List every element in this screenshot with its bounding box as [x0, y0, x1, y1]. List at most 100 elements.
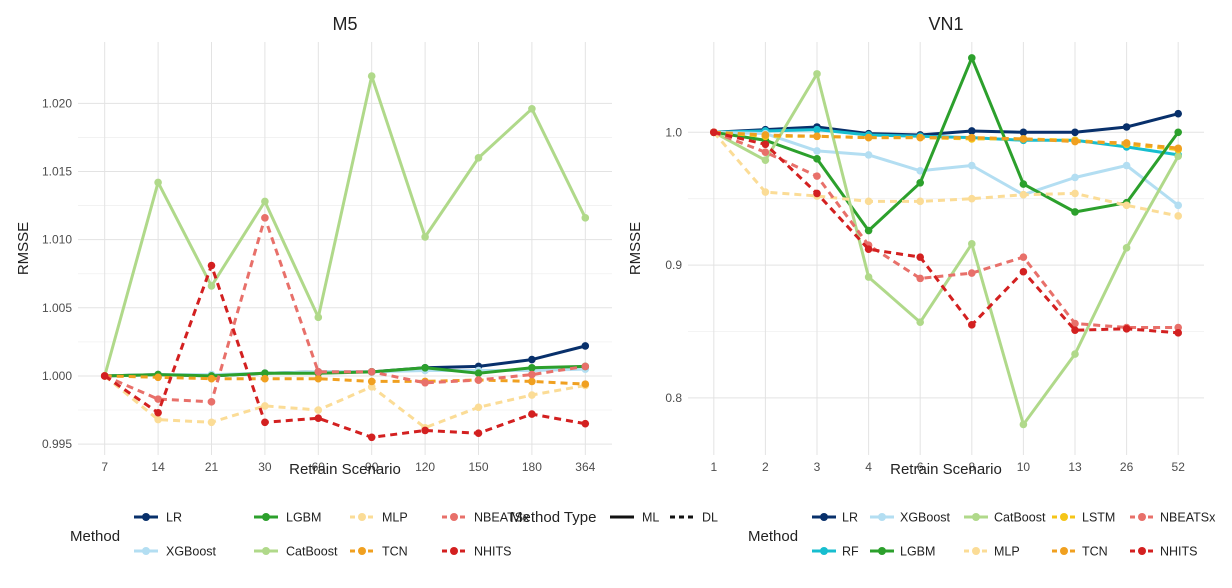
data-point: [1174, 128, 1182, 137]
x-tick-label: 2: [762, 460, 769, 474]
data-point: [1174, 109, 1182, 118]
data-point: [474, 376, 483, 384]
panel-title: VN1: [928, 14, 963, 34]
data-point: [968, 133, 976, 142]
x-tick-label: 30: [258, 460, 272, 474]
legend-label: XGBoost: [166, 545, 217, 559]
data-point: [314, 368, 323, 376]
data-point: [528, 391, 536, 399]
series-line: [713, 130, 1179, 335]
data-point: [581, 342, 590, 350]
data-point: [968, 194, 976, 203]
data-point: [207, 398, 216, 406]
data-point: [1122, 139, 1131, 147]
legend-key-nbeatsx: [1130, 513, 1154, 521]
legend-key-dot: [878, 513, 886, 521]
legend-title: Method: [748, 528, 798, 545]
data-point: [154, 415, 162, 424]
data-point: [813, 125, 821, 134]
data-point: [968, 240, 976, 248]
legend-label: LSTM: [1082, 511, 1115, 525]
data-point: [261, 369, 269, 378]
data-point: [581, 362, 590, 371]
data-point: [100, 372, 109, 380]
panel-m5: 0.995 1.000 1.005 1.010 1.015 1.020 7 14 21 30 60 9…: [15, 14, 612, 478]
data-point: [1071, 173, 1079, 182]
data-point: [864, 273, 873, 281]
legend-type-title: Method Type: [510, 509, 596, 526]
data-point: [1174, 323, 1182, 332]
data-point: [1019, 180, 1028, 188]
data-point: [207, 374, 216, 383]
data-point: [813, 155, 821, 163]
data-point: [710, 128, 718, 137]
legend-m5: Method LR LGBM MLP NBEATSx XGBoost CatBoost TCN…: [70, 509, 718, 559]
legend-label: TCN: [1082, 545, 1108, 559]
data-point: [1122, 123, 1131, 131]
data-point: [864, 151, 873, 159]
legend-label: TCN: [382, 545, 408, 559]
legend-key-dot: [972, 547, 980, 555]
legend-title: Method: [70, 528, 120, 545]
data-point: [761, 188, 770, 196]
y-tick-label: 1.005: [42, 301, 72, 315]
legend-label: MLP: [382, 511, 408, 525]
legend-type-label: ML: [642, 511, 659, 525]
data-point: [154, 408, 162, 417]
data-point: [1174, 201, 1182, 210]
data-point: [1174, 212, 1182, 220]
legend-key-xgboost: [134, 547, 158, 555]
data-point: [864, 197, 873, 206]
legend-label: CatBoost: [286, 545, 338, 559]
data-point: [528, 377, 536, 386]
data-point: [367, 383, 376, 391]
x-tick-label: 180: [522, 460, 542, 474]
data-point: [813, 132, 821, 141]
data-point: [528, 104, 536, 113]
series-line: [713, 72, 1180, 426]
series-line: [104, 374, 586, 386]
data-point: [261, 197, 269, 206]
x-tick-label: 6: [917, 460, 924, 474]
y-tick-label: 0.995: [42, 437, 72, 451]
legend-key-nhits: [1130, 547, 1154, 555]
legend-label: XGBoost: [900, 511, 951, 525]
data-point: [261, 214, 269, 222]
data-point: [1174, 144, 1182, 153]
data-point: [761, 140, 770, 149]
data-point: [1071, 350, 1079, 358]
legend-label: LGBM: [286, 511, 321, 525]
data-point: [528, 355, 536, 364]
data-point: [367, 377, 376, 386]
series-line: [713, 112, 1179, 137]
legend-key-dot: [1138, 547, 1146, 555]
data-point: [261, 402, 269, 410]
x-tick-label: 3: [814, 460, 821, 474]
legend-key-dot: [972, 513, 980, 521]
data-point: [261, 418, 269, 427]
data-point: [916, 197, 924, 206]
x-tick-label: 8: [968, 460, 975, 474]
data-point: [761, 148, 770, 157]
panel-vn1: 0.8 0.9 1.0 1 2 3 4 6 8 10 13 26 52 VN1 Retrain Scenar…: [627, 14, 1204, 478]
data-point: [916, 253, 924, 261]
data-point: [1071, 208, 1079, 216]
x-tick-label: 90: [365, 460, 379, 474]
series-line: [713, 130, 1180, 207]
legend-label: NHITS: [474, 545, 512, 559]
data-point: [864, 245, 873, 253]
data-point: [1071, 326, 1079, 334]
data-point: [421, 426, 429, 435]
legend-key-lgbm: [254, 513, 278, 521]
legend-key-dot: [142, 513, 150, 521]
legend-label: LR: [842, 511, 858, 525]
data-point: [474, 403, 483, 412]
y-axis-title: RMSSE: [627, 222, 644, 275]
x-tick-label: 150: [468, 460, 488, 474]
data-point: [968, 161, 976, 170]
x-tick-label: 10: [1017, 460, 1031, 474]
legend-label: NHITS: [1160, 545, 1198, 559]
data-point: [1019, 190, 1028, 199]
x-axis-title: Retrain Scenario: [289, 461, 401, 478]
